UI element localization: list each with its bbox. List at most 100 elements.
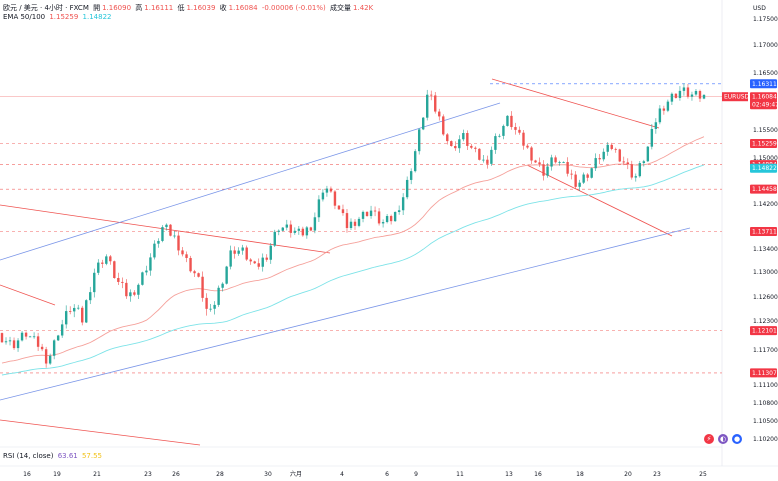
candle (642, 159, 646, 167)
candle (442, 114, 445, 136)
candle (650, 124, 654, 150)
candle (478, 148, 481, 161)
y-tick-label: 1.12300 (753, 318, 778, 325)
downtrend-channel-lower (526, 164, 673, 237)
symbol-line: 欧元 / 美元 · 4小时 · FXCM (3, 4, 89, 12)
news-icon[interactable]: ◐ (718, 434, 728, 444)
candle (413, 149, 417, 173)
x-tick-label: 23 (653, 471, 661, 478)
candle (97, 259, 100, 276)
candle (558, 160, 561, 166)
candle (181, 247, 184, 257)
low-value: 1.16039 (186, 4, 216, 12)
candle (313, 212, 317, 234)
candle (341, 204, 345, 216)
candle (646, 146, 650, 162)
close-label: 收 (219, 4, 227, 12)
candle (357, 216, 361, 228)
candle (293, 227, 297, 235)
candle (52, 339, 56, 360)
candle (201, 271, 204, 302)
flag-icon[interactable]: ● (732, 434, 742, 444)
candle (32, 332, 36, 339)
candle (594, 153, 597, 171)
svg-text:1.15259: 1.15259 (752, 140, 777, 147)
x-tick-label: 25 (699, 471, 707, 478)
candle (377, 208, 381, 226)
candle (137, 283, 140, 299)
candle (454, 141, 457, 151)
x-tick-label: 18 (576, 471, 584, 478)
close-value: 1.16084 (228, 4, 258, 12)
candle (77, 304, 80, 310)
candle (434, 92, 437, 114)
candle (474, 146, 477, 153)
candle (60, 319, 64, 338)
candle (289, 220, 293, 238)
candle (169, 224, 172, 237)
volume-label: 成交量 (330, 4, 352, 12)
high-label: 高 (135, 4, 143, 12)
candle (482, 154, 485, 163)
candle (4, 337, 8, 345)
y-tick-label: 1.12600 (753, 294, 778, 301)
x-tick-label: 9 (414, 471, 418, 478)
candle (177, 231, 180, 256)
x-tick-label: 21 (93, 471, 101, 478)
candle (582, 172, 585, 185)
candle (690, 91, 694, 101)
ema-legend[interactable]: EMA 50/100 1.15259 1.14822 (3, 13, 113, 21)
x-tick-label: 16 (534, 471, 542, 478)
candle (309, 226, 313, 232)
x-tick-label: 六月 (290, 470, 302, 478)
candle (56, 334, 60, 341)
candle (506, 115, 509, 127)
candle (626, 158, 629, 170)
candle (68, 306, 72, 315)
currency-label: USD (753, 5, 766, 12)
svg-text:1.14822: 1.14822 (752, 165, 777, 172)
candle (20, 330, 24, 342)
candle (265, 254, 268, 262)
candle (518, 126, 521, 135)
svg-text:1.16084: 1.16084 (752, 94, 777, 101)
candle (658, 105, 662, 125)
candle (534, 159, 537, 164)
candle (622, 156, 625, 166)
candle (698, 89, 702, 103)
y-tick-label: 1.16500 (753, 70, 778, 77)
bolt-icon[interactable]: ⚡ (704, 434, 714, 444)
candle (409, 168, 413, 185)
candle (405, 176, 409, 200)
price-tag-1.11307: 1.11307 (750, 368, 777, 378)
candle (385, 213, 389, 224)
candle (486, 155, 489, 169)
candle (189, 255, 192, 273)
candle (36, 332, 40, 352)
candle (578, 179, 581, 191)
candle (389, 214, 393, 225)
candle (193, 269, 196, 277)
x-tick-label: 30 (264, 471, 272, 478)
rsi-legend[interactable]: RSI (14, close) 63.61 57.55 (3, 452, 104, 460)
candle (554, 155, 557, 164)
price-tag-1.14458: 1.14458 (750, 184, 777, 194)
candle (702, 94, 706, 100)
candle (321, 189, 325, 202)
candle (514, 122, 517, 135)
candle (373, 206, 377, 217)
candle (48, 353, 52, 365)
y-tick-label: 1.15000 (753, 155, 778, 162)
resistance-line-3 (0, 419, 201, 446)
candle (85, 299, 88, 324)
candle (281, 226, 284, 232)
candle (133, 290, 136, 297)
y-tick-label: 1.13400 (753, 246, 778, 253)
candle (365, 211, 369, 217)
candle (257, 258, 260, 270)
x-tick-label: 26 (172, 471, 180, 478)
resistance-line-2 (0, 284, 56, 306)
candle (686, 84, 690, 99)
candle (381, 219, 385, 228)
